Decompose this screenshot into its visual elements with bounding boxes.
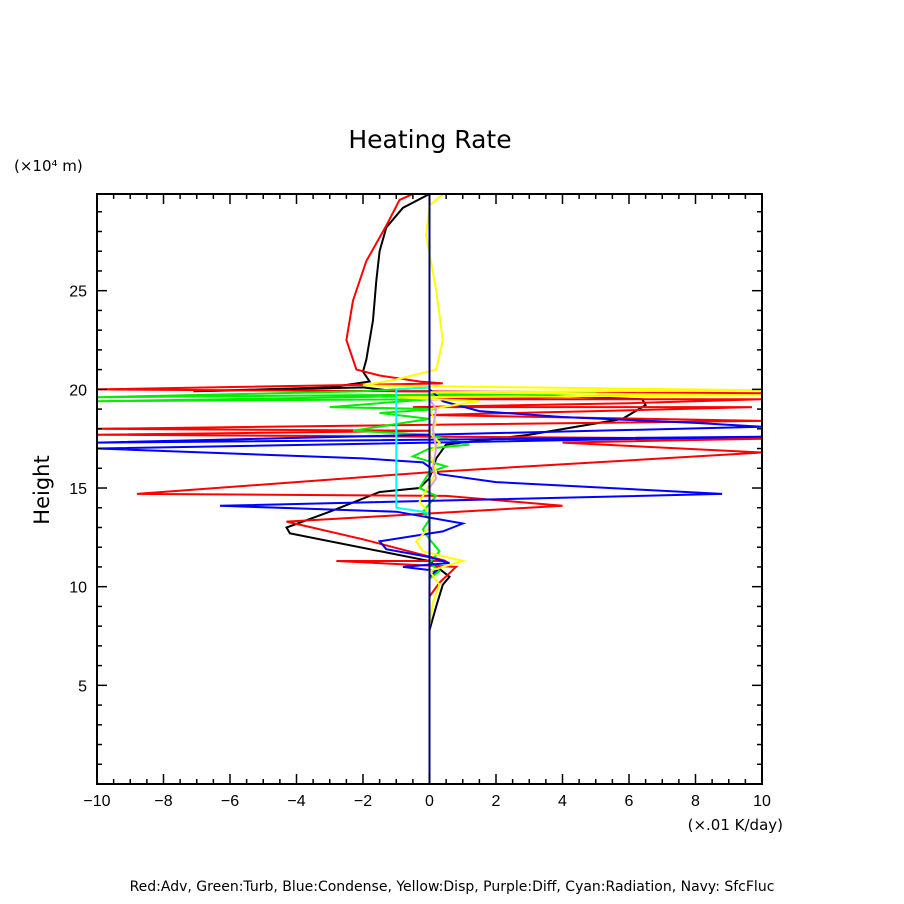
y-tick-labels: 5 10 15 20 25: [69, 284, 87, 696]
series-layer: [97, 194, 762, 784]
x-tick-label: −10: [83, 793, 110, 810]
y-axis-label: Height: [30, 455, 54, 524]
x-tick-labels: −10 −8 −6 −4 −2 0 2 4 6 8 10: [83, 793, 771, 810]
legend-text: Red:Adv, Green:Turb, Blue:Condense, Yell…: [130, 879, 775, 895]
series-line-total: [193, 194, 647, 631]
plot-frame: [96, 193, 763, 785]
chart-title: Heating Rate: [348, 125, 511, 154]
series-line-radiation: [395, 386, 430, 515]
x-tick-label: −4: [287, 793, 305, 810]
y-tick-label: 20: [69, 382, 87, 399]
x-tick-label: 0: [425, 793, 434, 810]
series-line-diff: [428, 398, 438, 489]
x-tick-label: −6: [221, 793, 239, 810]
y-tick-label: 25: [69, 284, 87, 301]
y-tick-label: 15: [69, 481, 87, 498]
y-axis-unit: (×10⁴ m): [14, 157, 83, 175]
y-tick-label: 10: [69, 580, 87, 597]
x-axis-unit: (×.01 K/day): [688, 816, 783, 834]
x-tick-label: 6: [625, 793, 634, 810]
x-tick-label: 8: [691, 793, 700, 810]
x-tick-label: −8: [154, 793, 172, 810]
x-tick-label: 4: [558, 793, 567, 810]
x-tick-label: 2: [492, 793, 501, 810]
y-tick-label: 5: [78, 678, 87, 695]
x-tick-label: 10: [753, 793, 771, 810]
x-tick-label: −2: [354, 793, 372, 810]
